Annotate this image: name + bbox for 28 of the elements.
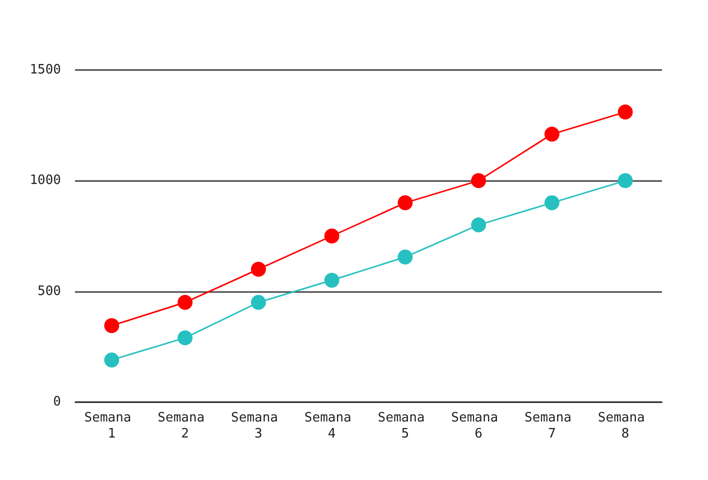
point bbox=[544, 126, 560, 142]
x-tick-label: Semana 2 bbox=[158, 410, 212, 442]
point bbox=[104, 352, 120, 368]
x-tick-label: Semana 6 bbox=[451, 410, 506, 442]
point bbox=[471, 217, 486, 232]
point bbox=[398, 195, 413, 210]
y-tick-label: 500 bbox=[38, 284, 61, 299]
y-tick-label: 1500 bbox=[30, 62, 61, 78]
point bbox=[324, 228, 340, 244]
y-tick-label: 1000 bbox=[30, 173, 61, 188]
point bbox=[324, 272, 340, 288]
x-tick-label: Semana 5 bbox=[378, 410, 433, 442]
x-tick-label: Semana 4 bbox=[304, 410, 360, 442]
x-tick-label: Semana 3 bbox=[231, 410, 286, 442]
x-tick-label: Semana 7 bbox=[524, 410, 580, 442]
x-tick-label: Semana 8 bbox=[598, 410, 653, 442]
point bbox=[618, 173, 633, 188]
point bbox=[178, 330, 193, 346]
point bbox=[250, 294, 266, 310]
point bbox=[618, 104, 633, 120]
x-tick-label: Semana 1 bbox=[84, 410, 140, 442]
point bbox=[178, 294, 193, 310]
point bbox=[471, 173, 486, 188]
y-tick-label: 0 bbox=[53, 394, 61, 410]
point bbox=[398, 250, 413, 265]
point bbox=[544, 195, 560, 210]
point bbox=[104, 318, 120, 334]
point bbox=[250, 262, 266, 277]
